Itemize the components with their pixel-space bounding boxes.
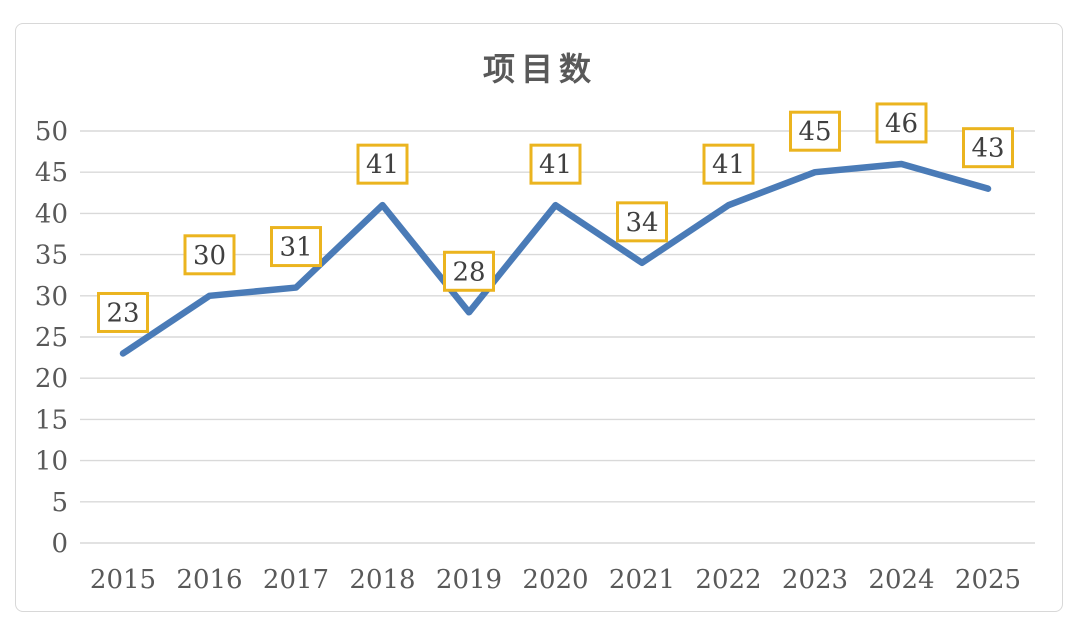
data-label-text: 43 bbox=[971, 134, 1004, 164]
y-tick-label: 5 bbox=[51, 488, 68, 518]
y-tick-label: 45 bbox=[35, 158, 68, 188]
x-tick-label: 2025 bbox=[955, 565, 1021, 595]
x-tick-label: 2024 bbox=[868, 565, 934, 595]
data-label-box bbox=[962, 127, 1014, 169]
x-tick-label: 2023 bbox=[782, 565, 848, 595]
data-label-text: 34 bbox=[625, 208, 658, 238]
data-label-text: 23 bbox=[106, 298, 139, 328]
y-tick-label: 35 bbox=[35, 241, 68, 271]
y-tick-label: 20 bbox=[35, 364, 68, 394]
data-label-text: 41 bbox=[539, 150, 572, 180]
y-tick-label: 0 bbox=[51, 529, 68, 559]
y-tick-label: 50 bbox=[35, 117, 68, 147]
data-label-box bbox=[616, 201, 668, 243]
x-tick-label: 2020 bbox=[522, 565, 588, 595]
x-tick-label: 2017 bbox=[263, 565, 329, 595]
data-label-box bbox=[356, 143, 409, 185]
data-label-text: 31 bbox=[279, 233, 312, 263]
data-label-text: 30 bbox=[193, 241, 226, 271]
y-tick-label: 10 bbox=[35, 447, 68, 477]
data-label-box bbox=[443, 250, 495, 292]
y-tick-label: 40 bbox=[35, 199, 68, 229]
x-tick-label: 2021 bbox=[609, 565, 675, 595]
chart-title: 项目数 bbox=[482, 50, 597, 88]
x-tick-label: 2016 bbox=[176, 565, 242, 595]
data-label-box bbox=[789, 110, 841, 152]
data-label-box bbox=[270, 226, 322, 268]
y-tick-label: 30 bbox=[35, 282, 68, 312]
data-label-box bbox=[183, 234, 236, 276]
data-series-line bbox=[119, 160, 992, 357]
data-label-text: 28 bbox=[452, 257, 485, 287]
data-label-text: 41 bbox=[366, 150, 399, 180]
data-label-box bbox=[97, 291, 149, 333]
data-label-text: 46 bbox=[885, 109, 918, 139]
x-tick-label: 2015 bbox=[90, 565, 156, 595]
data-label-box bbox=[875, 102, 928, 144]
x-tick-label: 2019 bbox=[436, 565, 502, 595]
x-tick-label: 2022 bbox=[695, 565, 761, 595]
data-label-box bbox=[702, 143, 755, 185]
y-tick-label: 15 bbox=[35, 405, 68, 435]
data-label-text: 45 bbox=[798, 117, 831, 147]
data-label-box bbox=[529, 143, 582, 185]
data-label-text: 41 bbox=[712, 150, 745, 180]
y-tick-label: 25 bbox=[35, 323, 68, 353]
x-tick-label: 2018 bbox=[349, 565, 415, 595]
